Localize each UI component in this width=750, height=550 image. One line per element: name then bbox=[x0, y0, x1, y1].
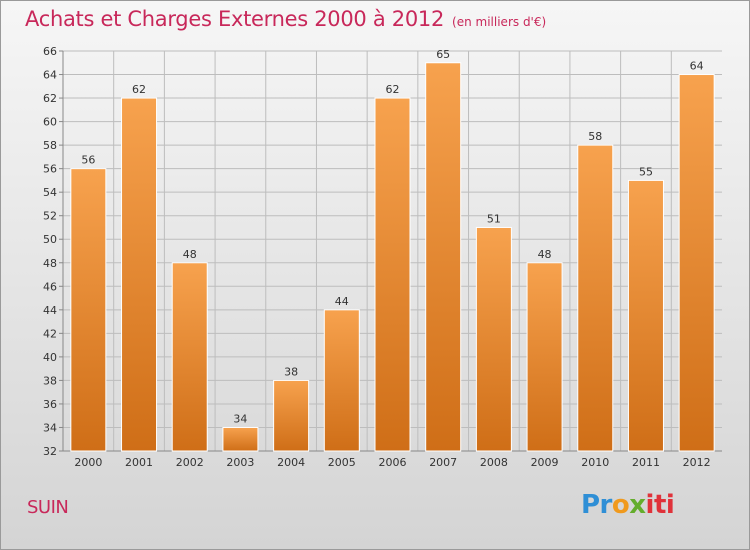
data-label-2005: 44 bbox=[335, 295, 349, 308]
logo-part-4: iti bbox=[645, 490, 675, 520]
y-tick-label: 38 bbox=[43, 374, 57, 387]
y-tick-label: 42 bbox=[43, 327, 57, 340]
data-label-2004: 38 bbox=[284, 365, 298, 378]
bar-2002[interactable] bbox=[171, 262, 208, 452]
chart-subtitle: (en milliers d'€) bbox=[452, 15, 547, 29]
data-label-2000: 56 bbox=[81, 154, 95, 167]
x-tick-label-2003: 2003 bbox=[226, 456, 254, 469]
y-tick-label: 46 bbox=[43, 280, 57, 293]
data-label-2007: 65 bbox=[436, 48, 450, 61]
proxiti-logo[interactable]: Proxiti bbox=[581, 490, 675, 520]
x-tick-label-2010: 2010 bbox=[581, 456, 609, 469]
bar-2012[interactable] bbox=[678, 74, 715, 452]
data-label-2012: 64 bbox=[690, 60, 704, 73]
y-tick-label: 32 bbox=[43, 445, 57, 458]
data-label-2002: 48 bbox=[183, 248, 197, 261]
x-tick-label-2002: 2002 bbox=[176, 456, 204, 469]
x-tick-label-2005: 2005 bbox=[328, 456, 356, 469]
commune-name: SUIN bbox=[27, 497, 69, 518]
x-tick-label-2009: 2009 bbox=[531, 456, 559, 469]
data-label-2011: 55 bbox=[639, 165, 653, 178]
x-tick-label-2011: 2011 bbox=[632, 456, 660, 469]
y-tick-label: 56 bbox=[43, 163, 57, 176]
bar-2005[interactable] bbox=[323, 309, 360, 452]
x-tick-label-2012: 2012 bbox=[683, 456, 711, 469]
bar-2009[interactable] bbox=[526, 262, 563, 452]
bar-2003[interactable] bbox=[222, 426, 259, 452]
data-label-2003: 34 bbox=[233, 412, 247, 425]
bar-2010[interactable] bbox=[577, 144, 614, 452]
y-tick-label: 52 bbox=[43, 210, 57, 223]
logo-part-1: Pr bbox=[581, 490, 612, 520]
bar-2011[interactable] bbox=[627, 179, 664, 452]
data-label-2001: 62 bbox=[132, 83, 146, 96]
y-tick-label: 36 bbox=[43, 398, 57, 411]
y-tick-label: 34 bbox=[43, 421, 57, 434]
x-tick-label-2001: 2001 bbox=[125, 456, 153, 469]
logo-part-2: o bbox=[611, 490, 630, 520]
chart-title: Achats et Charges Externes 2000 à 2012 (e… bbox=[25, 7, 546, 31]
y-tick-label: 44 bbox=[43, 304, 57, 317]
x-tick-label-2000: 2000 bbox=[74, 456, 102, 469]
bars bbox=[70, 62, 715, 452]
y-tick-label: 60 bbox=[43, 116, 57, 129]
x-tick-label-2004: 2004 bbox=[277, 456, 305, 469]
y-tick-label: 58 bbox=[43, 139, 57, 152]
y-tick-label: 48 bbox=[43, 257, 57, 270]
data-label-2009: 48 bbox=[538, 248, 552, 261]
logo-part-3: x bbox=[629, 490, 646, 520]
bar-2000[interactable] bbox=[70, 168, 107, 452]
data-label-2008: 51 bbox=[487, 212, 501, 225]
bar-2008[interactable] bbox=[475, 226, 512, 452]
data-label-2010: 58 bbox=[588, 130, 602, 143]
chart-title-text: Achats et Charges Externes 2000 à 2012 bbox=[25, 7, 445, 31]
y-tick-label: 40 bbox=[43, 351, 57, 364]
bar-2007[interactable] bbox=[425, 62, 462, 452]
bar-2001[interactable] bbox=[121, 97, 158, 452]
y-tick-label: 66 bbox=[43, 45, 57, 58]
x-tick-label-2006: 2006 bbox=[379, 456, 407, 469]
y-tick-label: 64 bbox=[43, 69, 57, 82]
y-tick-label: 50 bbox=[43, 233, 57, 246]
y-tick-label: 62 bbox=[43, 92, 57, 105]
x-tick-label-2007: 2007 bbox=[429, 456, 457, 469]
bar-2004[interactable] bbox=[273, 379, 310, 452]
bar-2006[interactable] bbox=[374, 97, 411, 452]
labels: 32 34 36 38 40 42 44 46 48 50 52 54 56 58 60 62 64 66 56 20… bbox=[43, 45, 711, 469]
x-tick-label-2008: 2008 bbox=[480, 456, 508, 469]
data-label-2006: 62 bbox=[386, 83, 400, 96]
y-tick-label: 54 bbox=[43, 186, 57, 199]
